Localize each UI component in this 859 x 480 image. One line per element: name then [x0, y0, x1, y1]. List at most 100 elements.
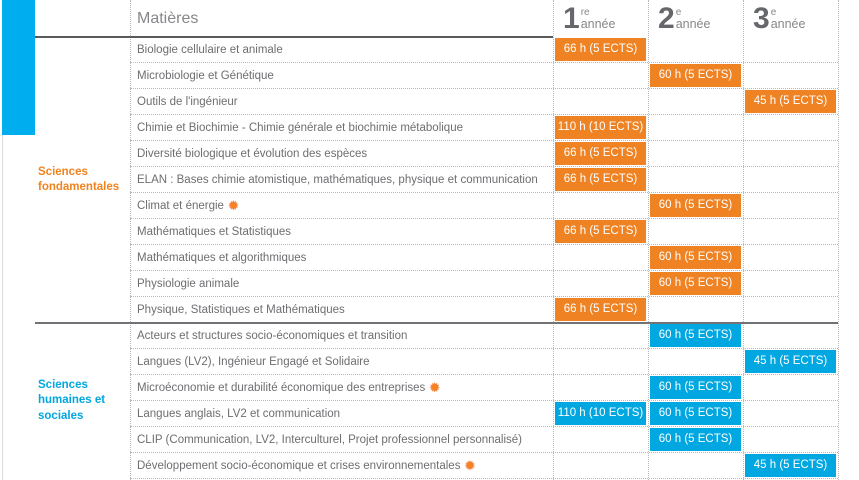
hours-badge: 60 h (5 ECTS) [650, 324, 741, 347]
year1-cell [553, 245, 648, 270]
year3-cell [743, 297, 838, 322]
subject-cell: Mathématiques et algorithmiques [130, 245, 553, 270]
hours-badge: 66 h (5 ECTS) [555, 38, 646, 61]
section-2: Sciences humaines et sociales Acteurs et… [0, 323, 838, 479]
year1-cell [553, 375, 648, 400]
year3-sub: e année [771, 7, 806, 31]
year1-cell: 66 h (5 ECTS) [553, 219, 648, 244]
hours-badge: 45 h (5 ECTS) [745, 454, 836, 477]
year2-digit: 2 [658, 1, 675, 35]
hours-badge: 66 h (5 ECTS) [555, 142, 646, 165]
table-row: Physique, Statistiques et Mathématiques … [130, 297, 838, 323]
year2-cell: 60 h (5 ECTS) [648, 245, 743, 270]
year1-cell [553, 193, 648, 218]
year3-ordinal: e [770, 6, 777, 18]
column-separator [553, 0, 554, 480]
hours-badge: 66 h (5 ECTS) [555, 168, 646, 191]
year2-cell [648, 37, 743, 62]
year2-cell [648, 219, 743, 244]
year2-cell [648, 349, 743, 374]
year1-cell [553, 271, 648, 296]
year2-cell: 60 h (5 ECTS) [648, 323, 743, 348]
year3-word: année [770, 16, 806, 31]
year1-cell [553, 63, 648, 88]
year3-cell: 45 h (5 ECTS) [743, 349, 838, 374]
table-row: Diversité biologique et évolution des es… [130, 141, 838, 167]
subject-cell: Physique, Statistiques et Mathématiques [130, 297, 553, 322]
hours-badge: 66 h (5 ECTS) [555, 298, 646, 321]
hours-badge: 45 h (5 ECTS) [745, 90, 836, 113]
subject-cell: Mathématiques et Statistiques [130, 219, 553, 244]
subject-label: Climat et énergie [137, 199, 224, 212]
hours-badge: 60 h (5 ECTS) [650, 272, 741, 295]
year2-ordinal: e [675, 6, 682, 18]
year1-cell: 66 h (5 ECTS) [553, 297, 648, 322]
section-label-column: Sciences fondamentales [0, 37, 130, 323]
year3-cell [743, 375, 838, 400]
year3-cell [743, 427, 838, 452]
page-left-border [2, 0, 3, 480]
matieres-column-header: Matières [137, 9, 199, 27]
cyan-accent-bar [2, 0, 35, 135]
table-row: Acteurs et structures socio-économiques … [130, 323, 838, 349]
year1-cell [553, 349, 648, 374]
subject-cell: Microbiologie et Génétique [130, 63, 553, 88]
subject-cell: Climat et énergie ✹ [130, 193, 553, 218]
subject-cell: Langues anglais, LV2 et communication [130, 401, 553, 426]
subject-label: CLIP (Communication, LV2, Interculturel,… [137, 433, 523, 446]
year2-cell [648, 115, 743, 140]
year2-cell [648, 141, 743, 166]
header-divider [35, 36, 553, 38]
section-label: Sciences fondamentales [38, 165, 120, 193]
year3-cell [743, 141, 838, 166]
subject-label: Chimie et Biochimie - Chimie générale et… [137, 121, 463, 134]
curriculum-table: Matières 1 re année 2 e année 3 e an [0, 0, 838, 479]
year2-cell [648, 297, 743, 322]
table-row: Physiologie animale 60 h (5 ECTS) [130, 271, 838, 297]
subject-cell: Développement socio-économique et crises… [130, 453, 553, 478]
table-row: Langues anglais, LV2 et communication 11… [130, 401, 838, 427]
year2-cell: 60 h (5 ECTS) [648, 63, 743, 88]
year3-cell [743, 323, 838, 348]
hours-badge: 60 h (5 ECTS) [650, 428, 741, 451]
subject-label: Acteurs et structures socio-économiques … [137, 329, 408, 342]
section-rows: Acteurs et structures socio-économiques … [130, 323, 838, 479]
year3-cell [743, 115, 838, 140]
subject-cell: Chimie et Biochimie - Chimie générale et… [130, 115, 553, 140]
year2-cell: 60 h (5 ECTS) [648, 427, 743, 452]
year1-cell [553, 89, 648, 114]
sun-icon: ✹ [429, 380, 441, 395]
year2-word: année [675, 16, 711, 31]
subject-label: Physique, Statistiques et Mathématiques [137, 303, 345, 316]
year3-cell: 45 h (5 ECTS) [743, 89, 838, 114]
subject-label: Mathématiques et algorithmiques [137, 251, 307, 264]
year2-cell [648, 89, 743, 114]
column-separator [130, 0, 131, 480]
year1-cell: 66 h (5 ECTS) [553, 37, 648, 62]
year2-sub: e année [676, 7, 711, 31]
year1-cell [553, 427, 648, 452]
year1-cell: 110 h (10 ECTS) [553, 401, 648, 426]
year3-cell [743, 245, 838, 270]
year3-column-header: 3 e année [743, 0, 838, 37]
table-row: ELAN : Bases chimie atomistique, mathéma… [130, 167, 838, 193]
table-row: Chimie et Biochimie - Chimie générale et… [130, 115, 838, 141]
subject-cell: Outils de l'ingénieur [130, 89, 553, 114]
year1-cell: 66 h (5 ECTS) [553, 167, 648, 192]
column-separator [743, 0, 744, 480]
subject-label: Langues anglais, LV2 et communication [137, 407, 341, 420]
section-label: Sciences humaines et sociales [38, 379, 106, 422]
section-divider [35, 322, 838, 324]
table-row: Outils de l'ingénieur 45 h (5 ECTS) [130, 89, 838, 115]
year3-cell [743, 167, 838, 192]
table-row: Langues (LV2), Ingénieur Engagé et Solid… [130, 349, 838, 375]
subject-label: ELAN : Bases chimie atomistique, mathéma… [137, 173, 538, 186]
table-row: Microéconomie et durabilité économique d… [130, 375, 838, 401]
table-row: Mathématiques et Statistiques 66 h (5 EC… [130, 219, 838, 245]
table-row: Climat et énergie ✹ 60 h (5 ECTS) [130, 193, 838, 219]
year3-cell: 45 h (5 ECTS) [743, 453, 838, 478]
year1-cell [553, 323, 648, 348]
year1-cell: 66 h (5 ECTS) [553, 141, 648, 166]
year1-ordinal: re [580, 6, 590, 18]
